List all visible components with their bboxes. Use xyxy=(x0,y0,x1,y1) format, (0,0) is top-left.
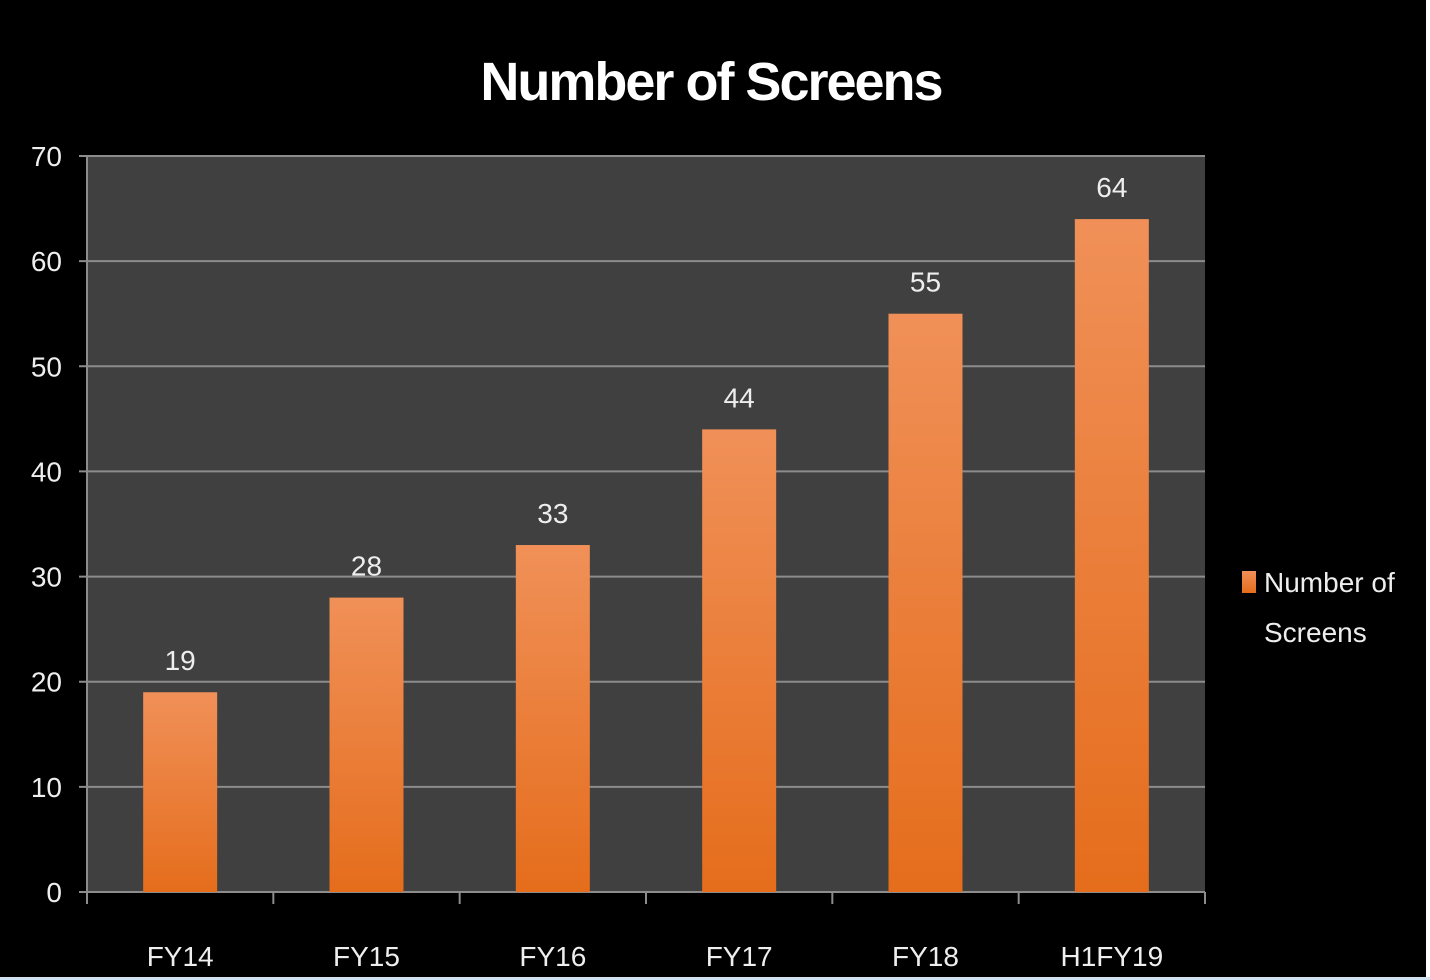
data-label: 33 xyxy=(537,498,568,529)
y-tick-label: 20 xyxy=(31,667,62,698)
x-tick-label: FY17 xyxy=(706,941,773,972)
y-tick-label: 60 xyxy=(31,246,62,277)
legend-label-line1: Number of xyxy=(1264,567,1395,598)
x-tick-label: FY16 xyxy=(519,941,586,972)
x-tick-label: H1FY19 xyxy=(1060,941,1163,972)
plot-area xyxy=(87,156,1205,892)
y-tick-label: 50 xyxy=(31,351,62,382)
x-tick-label: FY15 xyxy=(333,941,400,972)
y-tick-label: 30 xyxy=(31,562,62,593)
bar-fy18 xyxy=(888,313,963,892)
x-tick-label: FY18 xyxy=(892,941,959,972)
data-label: 28 xyxy=(351,551,382,582)
data-label: 64 xyxy=(1096,172,1127,203)
legend-label-line2: Screens xyxy=(1264,617,1367,648)
x-tick-label: FY14 xyxy=(147,941,214,972)
bar-fy14 xyxy=(143,692,218,892)
y-tick-label: 10 xyxy=(31,772,62,803)
chart-title: Number of Screens xyxy=(480,52,941,112)
window-edge xyxy=(0,977,1430,980)
data-label: 55 xyxy=(910,267,941,298)
y-tick-label: 70 xyxy=(31,141,62,172)
y-tick-label: 40 xyxy=(31,456,62,487)
bar-fy17 xyxy=(702,429,777,892)
bar-fy16 xyxy=(515,545,590,892)
bar-fy15 xyxy=(329,597,404,892)
y-tick-label: 0 xyxy=(46,877,62,908)
data-label: 19 xyxy=(165,645,196,676)
bar-h1fy19 xyxy=(1074,219,1149,893)
data-label: 44 xyxy=(724,382,755,413)
legend-swatch xyxy=(1242,571,1256,593)
